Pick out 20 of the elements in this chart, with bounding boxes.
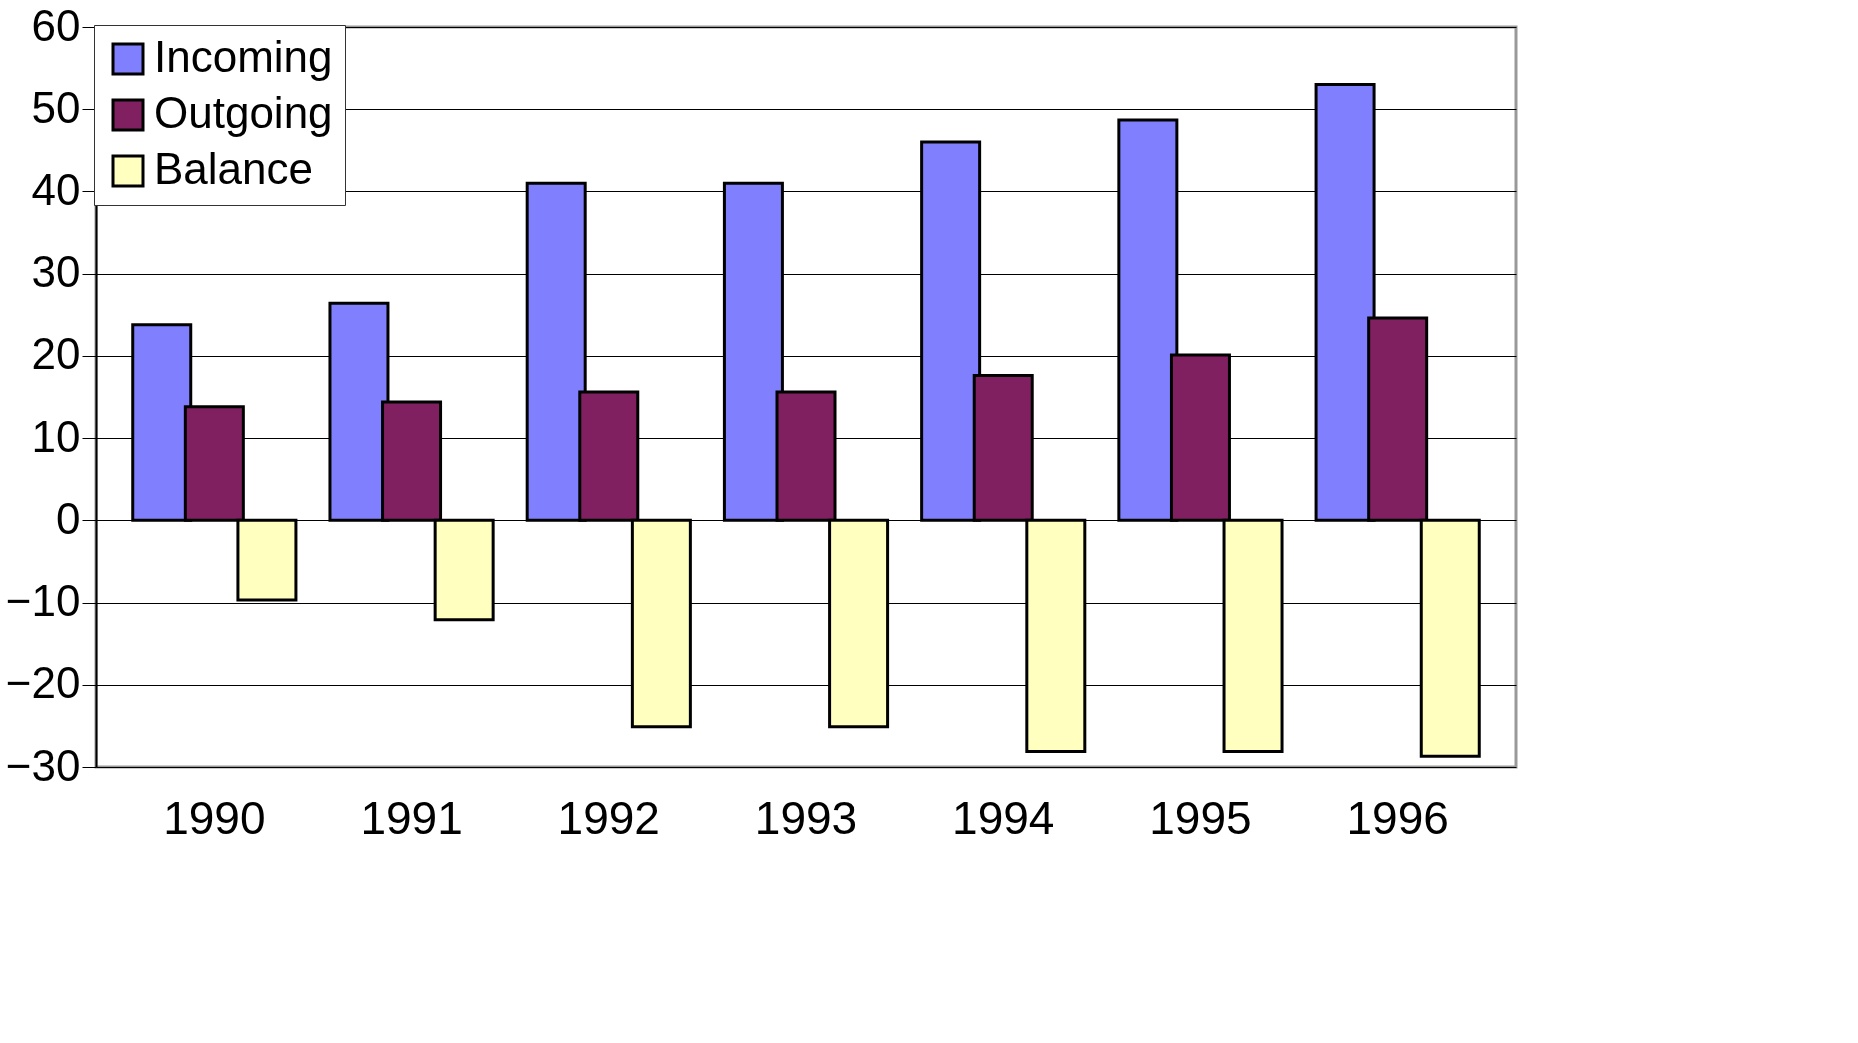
legend-label: Balance	[154, 144, 314, 193]
y-tick-label: −20	[5, 658, 81, 708]
x-tick-label: 1996	[1346, 791, 1449, 844]
y-tick-label: 50	[31, 82, 81, 132]
x-tick-label: 1995	[1149, 791, 1252, 844]
y-tick-label: 20	[31, 329, 81, 379]
x-tick-label: 1991	[360, 791, 463, 844]
y-tick-label: 0	[56, 493, 81, 543]
y-tick-label: 60	[31, 0, 81, 50]
y-tick-label: 10	[31, 411, 81, 461]
x-tick-label: 1994	[952, 791, 1055, 844]
y-tick-label: 30	[31, 247, 81, 297]
x-tick-label: 1992	[557, 791, 660, 844]
x-tick-label: 1993	[754, 791, 858, 844]
legend-label: Outgoing	[154, 88, 333, 137]
y-tick-label: −30	[5, 740, 81, 790]
y-tick-label: −10	[5, 576, 81, 626]
x-tick-label: 1990	[163, 791, 266, 844]
y-tick-label: 40	[31, 164, 81, 214]
legend-label: Incoming	[154, 32, 333, 81]
